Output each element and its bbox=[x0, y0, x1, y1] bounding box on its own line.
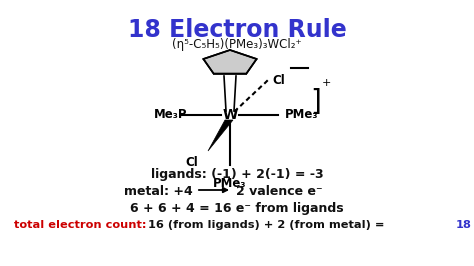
Text: 18 Electron Rule: 18 Electron Rule bbox=[128, 18, 346, 42]
Text: 18: 18 bbox=[456, 220, 472, 230]
Text: Cl: Cl bbox=[272, 74, 285, 88]
Polygon shape bbox=[208, 120, 233, 151]
Text: Me₃P: Me₃P bbox=[154, 109, 188, 122]
Text: +: + bbox=[322, 78, 331, 88]
Text: 6 + 6 + 4 = 16 e⁻ from ligands: 6 + 6 + 4 = 16 e⁻ from ligands bbox=[130, 202, 344, 215]
Text: ligands: (-1) + 2(-1) = -3: ligands: (-1) + 2(-1) = -3 bbox=[151, 168, 323, 181]
Text: 2 valence e⁻: 2 valence e⁻ bbox=[236, 185, 323, 198]
Text: 16 (from ligands) + 2 (from metal) =: 16 (from ligands) + 2 (from metal) = bbox=[148, 220, 389, 230]
Text: metal: +4: metal: +4 bbox=[124, 185, 193, 198]
Text: PMe₃: PMe₃ bbox=[285, 109, 319, 122]
Text: (η⁵-C₅H₅)(PMe₃)₃WCl₂⁺: (η⁵-C₅H₅)(PMe₃)₃WCl₂⁺ bbox=[172, 38, 302, 51]
Text: W: W bbox=[222, 108, 237, 122]
Text: ]: ] bbox=[310, 88, 321, 116]
Text: total electron count:: total electron count: bbox=[14, 220, 151, 230]
Text: Cl: Cl bbox=[185, 156, 198, 169]
Polygon shape bbox=[203, 50, 256, 73]
Text: PMe₃: PMe₃ bbox=[213, 177, 247, 190]
